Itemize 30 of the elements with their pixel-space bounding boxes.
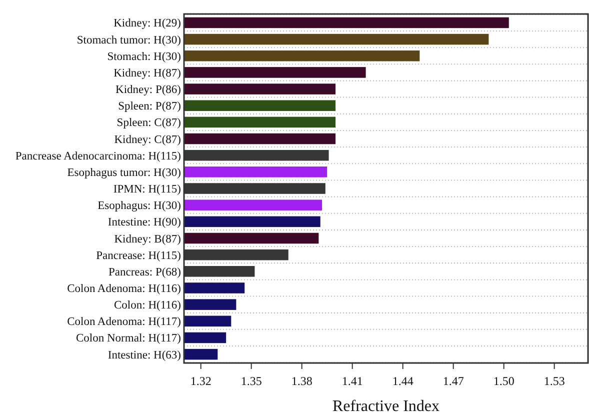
y-tick-label: Stomach tumor: H(30)	[76, 34, 182, 46]
y-tick-label: Spleen: C(87)	[116, 117, 182, 130]
y-tick-label: Colon Adenoma: H(117)	[67, 316, 182, 328]
y-tick-label: Pancrease: H(115)	[96, 250, 182, 262]
y-tick-label: Kidney: H(29)	[114, 18, 182, 30]
y-tick-label: Colon Adenoma: H(116)	[67, 283, 182, 295]
x-tick-label: 1.50	[493, 374, 514, 388]
x-tick-label: 1.32	[190, 374, 212, 388]
x-tick-label: 1.44	[392, 374, 414, 388]
y-tick-label: Pancreas: P(68)	[108, 266, 182, 278]
x-tick-label: 1.38	[291, 374, 312, 388]
x-tick-label: 1.53	[544, 374, 565, 388]
y-tick-label: Kidney: H(87)	[114, 67, 182, 80]
y-tick-label: Esophagus tumor: H(30)	[67, 166, 182, 179]
y-tick-label: Pancrease Adenocarcinoma: H(115)	[15, 150, 182, 162]
y-tick-label: Esophagus: H(30)	[98, 200, 182, 212]
y-tick-label: Kidney: B(87)	[114, 233, 182, 246]
y-tick-label: Spleen: P(87)	[118, 100, 182, 113]
y-tick-label: Kidney: C(87)	[114, 134, 182, 146]
y-tick-label: Intestine: H(63)	[108, 349, 182, 362]
y-tick-label: Colon: H(116)	[114, 300, 182, 312]
y-tick-label: IPMN: H(115)	[113, 184, 182, 196]
y-tick-label: Kidney: P(86)	[116, 84, 182, 96]
y-tick-label: Colon Normal: H(117)	[76, 332, 182, 345]
x-axis-title: Refractive Index	[332, 398, 440, 413]
x-tick-label: 1.41	[342, 374, 363, 388]
x-tick-label: 1.35	[240, 374, 262, 388]
x-tick-label: 1.47	[442, 374, 464, 388]
y-tick-label: Stomach: H(30)	[107, 50, 182, 63]
y-tick-label: Intestine: H(90)	[108, 216, 182, 229]
